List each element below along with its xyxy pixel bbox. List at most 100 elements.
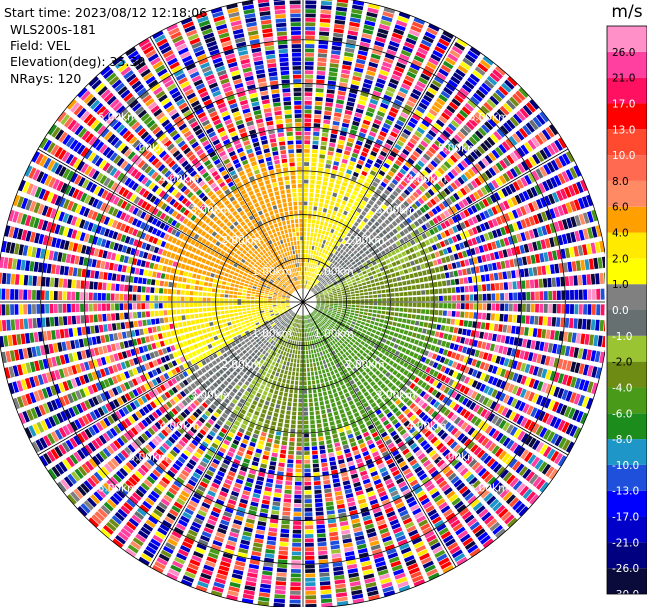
velocity-gate xyxy=(391,273,396,278)
velocity-gate xyxy=(451,311,456,317)
velocity-gate xyxy=(383,344,389,350)
velocity-gate xyxy=(393,498,403,505)
velocity-gate xyxy=(422,153,431,161)
velocity-gate xyxy=(399,152,408,160)
velocity-gate xyxy=(489,343,496,352)
velocity-gate xyxy=(268,527,278,533)
velocity-gate xyxy=(353,148,360,155)
velocity-gate xyxy=(423,350,430,357)
velocity-gate xyxy=(482,397,490,406)
velocity-gate xyxy=(304,175,309,180)
velocity-gate xyxy=(377,462,385,470)
velocity-gate xyxy=(411,134,420,142)
velocity-gate xyxy=(320,594,332,599)
velocity-gate xyxy=(304,149,310,153)
velocity-gate xyxy=(375,210,382,217)
velocity-gate xyxy=(390,213,397,219)
velocity-gate xyxy=(417,160,425,168)
velocity-gate xyxy=(528,378,536,388)
velocity-gate xyxy=(410,260,415,266)
velocity-gate xyxy=(378,170,386,177)
velocity-gate xyxy=(376,424,383,431)
velocity-gate xyxy=(297,337,299,342)
velocity-gate xyxy=(504,79,515,90)
velocity-gate xyxy=(599,320,605,332)
velocity-gate xyxy=(395,307,399,312)
velocity-gate xyxy=(396,119,405,127)
velocity-gate xyxy=(354,258,360,263)
velocity-gate xyxy=(379,130,387,138)
velocity-gate xyxy=(438,527,449,536)
velocity-gate xyxy=(423,276,428,282)
velocity-gate xyxy=(374,221,380,227)
velocity-gate xyxy=(400,485,409,493)
velocity-gate xyxy=(352,598,365,604)
velocity-gate xyxy=(470,498,480,508)
velocity-gate xyxy=(487,413,496,422)
velocity-gate xyxy=(380,65,391,73)
velocity-gate xyxy=(413,245,419,252)
velocity-gate xyxy=(491,415,499,425)
velocity-gate xyxy=(419,473,428,481)
velocity-gate xyxy=(330,58,340,64)
velocity-gate xyxy=(326,191,332,196)
velocity-gate xyxy=(346,563,358,570)
velocity-gate xyxy=(502,422,511,432)
velocity-gate xyxy=(351,269,356,273)
velocity-gate xyxy=(402,243,408,250)
velocity-gate xyxy=(393,28,405,36)
velocity-gate xyxy=(356,494,365,500)
velocity-gate xyxy=(372,90,382,97)
velocity-gate xyxy=(428,176,436,184)
velocity-gate xyxy=(334,574,345,580)
velocity-gate xyxy=(364,292,369,295)
velocity-gate xyxy=(326,213,331,219)
velocity-gate xyxy=(367,424,375,430)
velocity-gate xyxy=(529,473,539,485)
velocity-gate xyxy=(284,419,290,424)
velocity-gate xyxy=(306,240,309,245)
velocity-gate xyxy=(370,266,375,271)
velocity-gate xyxy=(390,131,398,138)
velocity-gate xyxy=(386,307,391,311)
velocity-gate xyxy=(319,342,323,347)
velocity-gate xyxy=(303,389,308,394)
velocity-gate xyxy=(392,321,397,327)
velocity-gate xyxy=(298,411,303,416)
velocity-gate xyxy=(338,459,345,465)
velocity-gate xyxy=(321,0,333,2)
velocity-gate xyxy=(489,273,495,281)
velocity-gate xyxy=(338,318,343,322)
velocity-gate xyxy=(438,115,448,124)
velocity-gate xyxy=(308,318,311,323)
velocity-gate xyxy=(332,327,337,331)
velocity-gate xyxy=(450,119,460,129)
velocity-gate xyxy=(557,137,567,149)
velocity-gate xyxy=(470,348,476,356)
velocity-gate xyxy=(375,356,381,362)
velocity-gate xyxy=(333,566,344,572)
velocity-gate xyxy=(397,402,405,409)
velocity-gate xyxy=(455,68,466,78)
velocity-gate xyxy=(457,251,464,259)
velocity-gate xyxy=(313,393,318,398)
velocity-gate xyxy=(384,53,395,60)
velocity-gate xyxy=(381,450,390,458)
velocity-gate xyxy=(411,483,421,491)
velocity-gate xyxy=(310,428,316,433)
velocity-gate xyxy=(507,211,515,221)
velocity-gate xyxy=(418,257,424,264)
velocity-gate xyxy=(349,229,354,234)
velocity-gate xyxy=(564,317,570,328)
velocity-gate xyxy=(420,39,432,48)
velocity-gate xyxy=(485,322,490,330)
velocity-gate xyxy=(339,82,348,88)
velocity-gate xyxy=(380,250,386,256)
velocity-gate xyxy=(322,249,326,254)
velocity-gate xyxy=(360,279,366,283)
velocity-gate xyxy=(316,297,321,299)
velocity-gate xyxy=(456,406,464,414)
velocity-gate xyxy=(416,490,426,498)
velocity-gate xyxy=(319,576,330,582)
velocity-gate xyxy=(397,580,409,589)
